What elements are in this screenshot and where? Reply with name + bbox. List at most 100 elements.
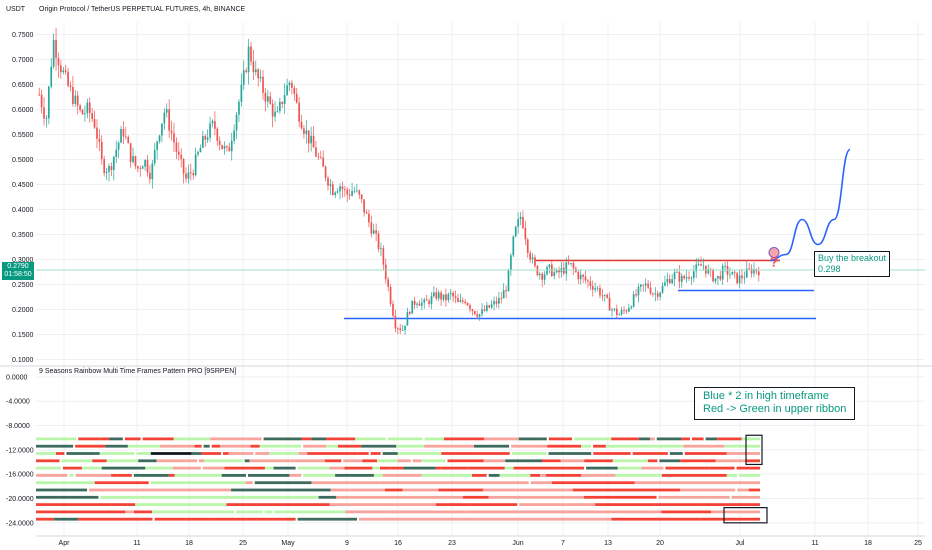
candle-body [471,309,474,312]
y-axis[interactable]: 0.7500 0.7000 0.6500 0.6000 0.5500 0.5000 0.45… [6,32,34,527]
candle-body [425,299,428,301]
ribbon-segment [135,503,227,506]
candle-body [252,61,255,73]
candle-body [125,136,127,138]
ribbon-segment [359,517,396,521]
candle-body [553,272,556,277]
candle-body [536,265,539,276]
y-tick-label: 0.7000 [12,57,34,64]
ribbon-segment [548,452,592,455]
candle-body [599,287,601,296]
candle-body [204,136,207,140]
ribbon-note[interactable]: Blue * 2 in high timeframe Red -> Green … [694,387,856,420]
candle-body [671,279,673,284]
chart-title[interactable]: Origin Protocol / TetherUS PERPETUAL FUT… [39,6,246,13]
candle-body [668,279,671,284]
breakout-note[interactable]: Buy the breakout 0.298 [814,251,891,277]
ribbon-segment [100,495,207,499]
candle-body [731,271,734,275]
candle-body [488,305,491,308]
ribbon-note-line2: Red -> Green in upper ribbon [703,403,847,415]
candle-body [303,128,305,134]
ribbon-segment [127,444,160,448]
ribbon-segment [382,452,398,455]
candle-body [38,94,41,96]
candle-body [81,109,84,115]
ribbon-segment [661,510,697,514]
y-tick-label: 0.2500 [12,282,34,289]
ribbon-segment [191,452,202,455]
ribbon-segment [435,503,471,506]
x-axis[interactable]: Apr 11 18 25 May 9 16 23 Jun 7 13 20 Jul 11 18 25 [36,535,925,547]
ribbon-segment [377,459,398,463]
candle-body [603,294,606,296]
x-tick-label: 20 [656,540,664,547]
candle-body [606,294,609,298]
bar-countdown: 01:58:50 [4,271,32,278]
x-tick-label: 9 [345,540,349,547]
candle-body [202,136,204,148]
candle-body [524,227,527,240]
candle-body [570,262,572,264]
candle-body [661,285,664,293]
candle-body [495,301,498,304]
ribbon-segment [548,437,573,441]
ribbon-segment [519,503,596,506]
ribbon-segment [421,473,447,477]
indicator-title[interactable]: 9 Seasons Rainbow Multi Time Frames Patt… [39,368,237,375]
candle-body [401,330,404,331]
candle-body [310,135,312,144]
candle-body [538,273,541,276]
candle-body [194,154,197,176]
ribbon-segment [397,459,411,463]
ribbon-segment [517,517,612,521]
candle-body [666,279,669,283]
ribbon-segment [379,466,391,470]
x-tick-label: 11 [811,540,818,547]
ribbon-segment [117,473,132,477]
candle-body [245,70,248,72]
ribbon-box-lower[interactable] [723,507,768,524]
ribbon-segment [228,452,254,455]
x-tick-label: 7 [561,540,565,547]
candle-body [635,294,637,296]
candle-body [293,87,296,94]
ribbon-segment [691,437,704,441]
question-mark: ? [770,254,779,270]
ribbon-segment [745,459,760,463]
candle-body [736,272,738,284]
candle-body [466,303,469,306]
ribbon-segment [151,510,234,514]
candle-body [627,307,630,312]
candle-body [476,314,479,317]
ribbon-segment [635,473,645,477]
projection-curve[interactable] [769,148,851,262]
candle-body [356,190,358,192]
candle-body [459,300,462,303]
candle-body [382,248,385,265]
ribbon-box-upper[interactable] [745,434,763,466]
y-tick-label: 0.2000 [12,307,34,314]
candles[interactable] [38,27,760,335]
candle-body [502,290,505,299]
ribbon-segment [168,473,175,477]
ribbon-segment [542,459,561,463]
candle-body [623,310,625,311]
ribbon-segment [201,452,222,455]
ribbon-segment [150,452,192,455]
ribbon-segment [307,452,315,455]
x-tick-label: Jun [512,540,523,547]
x-tick-label: Apr [59,540,71,547]
ribbon-segment [150,481,246,485]
ribbon-segment [92,459,107,463]
ribbon-segment [622,459,648,463]
ribbon-segment [326,444,338,448]
ribbon-segment [329,466,345,470]
ribbon-segment [202,466,225,470]
ribbon-segment [210,437,219,441]
ribbon-segment [204,459,243,463]
candle-body [214,121,216,129]
candle-body [652,293,654,295]
candle-body [180,154,183,159]
candle-body [291,82,293,88]
